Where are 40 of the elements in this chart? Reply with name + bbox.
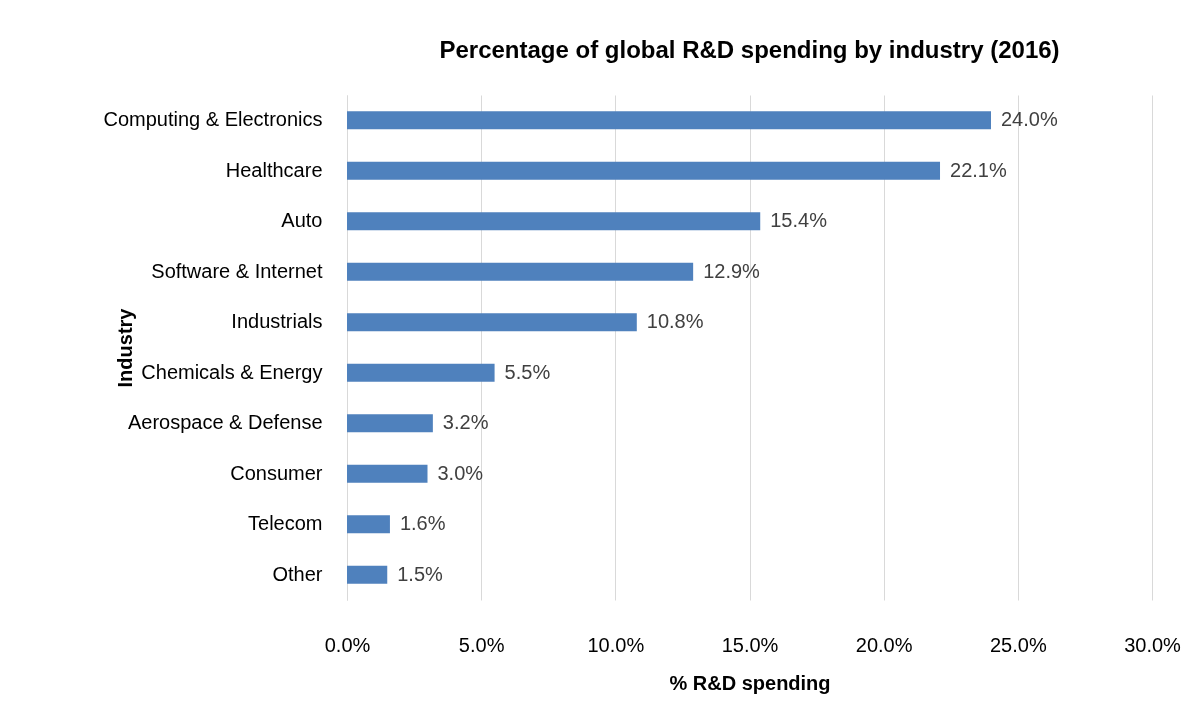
y-tick-label: Chemicals & Energy <box>141 360 323 383</box>
chart-title: Percentage of global R&D spending by industry (2016) <box>439 36 1060 63</box>
y-tick-label: Software & Internet <box>151 259 323 282</box>
bar <box>347 414 433 433</box>
bar <box>347 313 637 332</box>
data-label: 15.4% <box>770 209 828 232</box>
data-label: 5.5% <box>504 360 551 383</box>
y-tick-label: Computing & Electronics <box>103 108 323 131</box>
bar <box>347 565 388 584</box>
x-tick-label: 15.0% <box>721 633 779 656</box>
data-label: 3.2% <box>442 411 489 434</box>
data-label: 10.8% <box>646 310 704 333</box>
bar <box>347 111 991 130</box>
x-tick-label: 25.0% <box>989 633 1047 656</box>
data-label: 1.6% <box>399 512 446 535</box>
y-tick-label: Industrials <box>231 310 323 333</box>
data-label: 22.1% <box>950 158 1007 181</box>
y-tick-label: Other <box>272 562 323 585</box>
x-tick-label: 5.0% <box>458 633 505 656</box>
data-label: 24.0% <box>1001 108 1058 131</box>
x-tick-label: 20.0% <box>855 633 913 656</box>
x-tick-label: 10.0% <box>587 633 645 656</box>
data-label: 12.9% <box>703 259 761 282</box>
bar <box>347 161 941 180</box>
y-tick-label: Consumer <box>230 461 323 484</box>
bar <box>347 464 428 483</box>
bar <box>347 262 694 281</box>
bar <box>347 515 390 534</box>
bar <box>347 212 761 231</box>
y-tick-label: Healthcare <box>225 158 323 181</box>
x-tick-label: 0.0% <box>324 633 371 656</box>
data-label: 1.5% <box>397 562 444 585</box>
y-tick-label: Aerospace & Defense <box>127 411 323 434</box>
data-label: 3.0% <box>437 461 484 484</box>
x-tick-label: 30.0% <box>1124 633 1182 656</box>
y-tick-label: Auto <box>281 209 323 232</box>
x-axis-title: % R&D spending <box>669 671 831 694</box>
y-tick-label: Telecom <box>248 512 323 535</box>
bar <box>347 363 495 382</box>
y-axis-title: Industry <box>113 307 136 388</box>
